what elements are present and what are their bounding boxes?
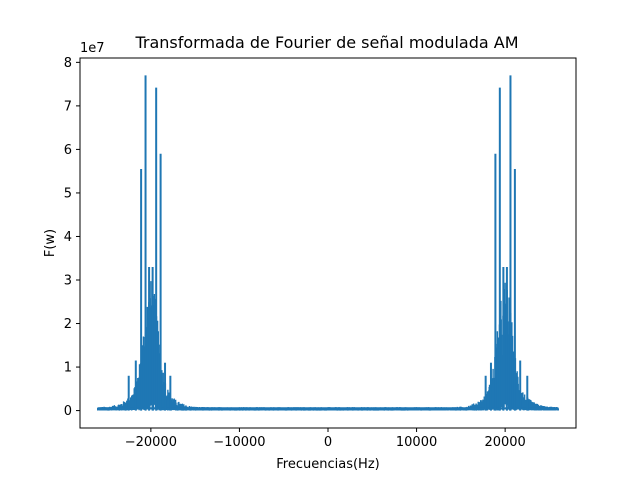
spectrum-trace [97,281,559,411]
y-multiplier-label: 1e7 [80,41,105,56]
y-tick-label: 0 [64,404,72,419]
x-tick-label: −10000 [213,435,265,450]
x-tick-label: 0 [324,435,332,450]
y-tick-label: 5 [64,186,72,201]
y-tick-label: 3 [64,274,72,289]
y-tick-label: 4 [64,230,72,245]
y-tick-label: 7 [64,99,72,114]
plot-area [97,75,559,411]
x-axis-title: Frecuencias(Hz) [276,457,379,472]
y-tick-label: 1 [64,361,72,376]
x-tick-label: 10000 [396,435,437,450]
x-axis: −20000 −10000 0 10000 20000 [125,428,526,450]
y-axis: 0 1 2 3 4 5 6 7 8 [64,56,80,419]
y-tick-label: 2 [64,317,72,332]
y-tick-label: 8 [64,56,72,71]
chart-title: Transformada de Fourier de señal modulad… [134,33,518,52]
x-tick-label: −20000 [125,435,177,450]
x-tick-label: 20000 [484,435,525,450]
y-tick-label: 6 [64,143,72,158]
y-axis-title: F(w) [43,229,58,257]
